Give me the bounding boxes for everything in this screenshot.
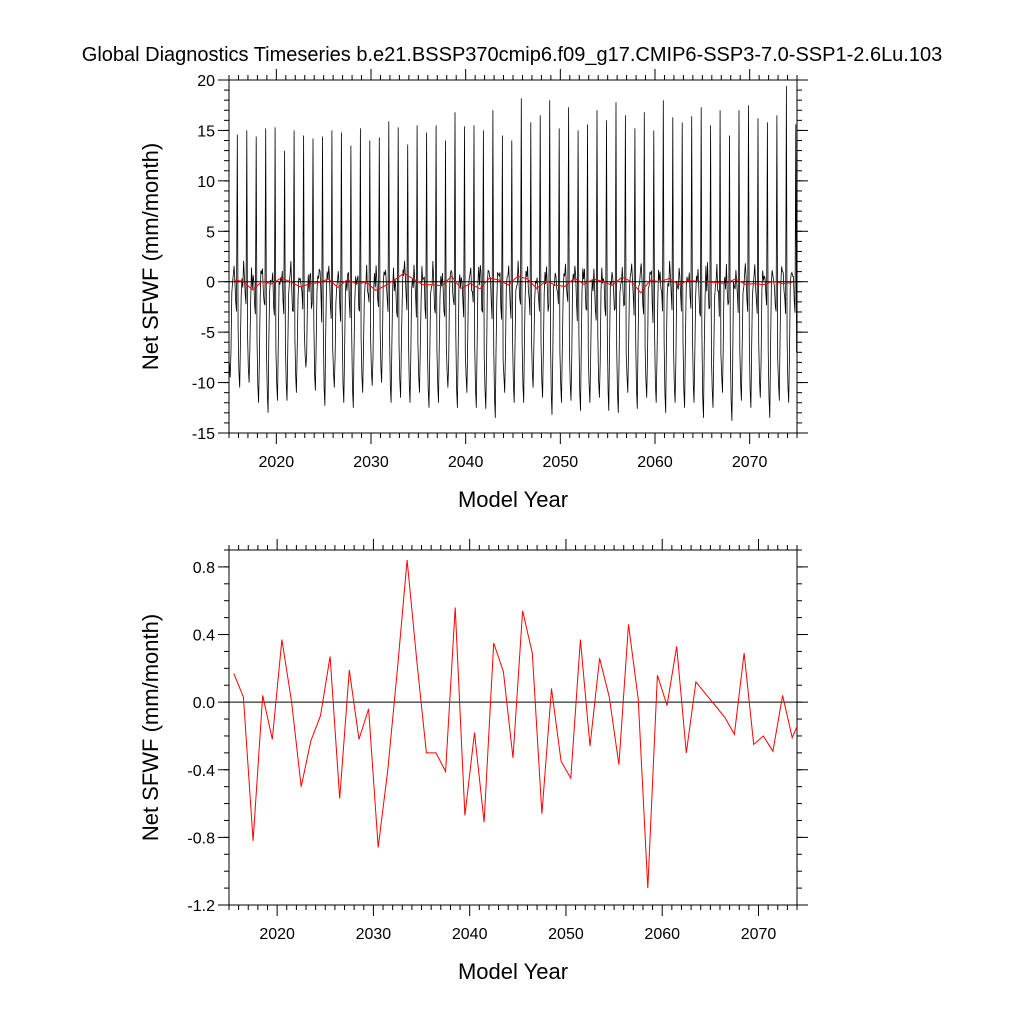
page-title: Global Diagnostics Timeseries b.e21.BSSP… <box>81 44 943 66</box>
x-tick-label: 2040 <box>452 926 488 943</box>
annual-series-line <box>233 272 793 294</box>
y-axis-title: Net SFWF (mm/month) <box>138 614 163 841</box>
annual-series-line <box>233 560 797 889</box>
y-tick-label: 0.8 <box>193 560 215 577</box>
y-tick-label: -0.8 <box>187 830 215 847</box>
x-tick-label: 2030 <box>353 454 389 471</box>
chart-2: -1.2 -0.8 -0.4 0.0 0.4 0.8 2020 2030 2040 2050 206… <box>138 539 808 984</box>
y-tick-label: -10 <box>192 376 215 393</box>
y-tick-label: 0 <box>206 275 215 292</box>
y-tick-label: -15 <box>192 426 215 443</box>
monthly-series-line <box>229 86 797 421</box>
plot-frame <box>228 549 798 906</box>
x-tick-label: 2050 <box>543 454 579 471</box>
x-tick-label: 2070 <box>741 926 777 943</box>
y-tick-label: 5 <box>206 224 215 241</box>
x-tick-label: 2020 <box>259 926 295 943</box>
x-tick-label: 2050 <box>548 926 584 943</box>
x-tick-label: 2020 <box>259 454 295 471</box>
y-tick-label: 0.0 <box>193 695 215 712</box>
y-tick-label: 10 <box>197 174 215 191</box>
y-tick-label: 20 <box>197 73 215 90</box>
x-tick-label: 2060 <box>637 454 673 471</box>
y-tick-label: -1.2 <box>187 898 215 915</box>
y-axis-title: Net SFWF (mm/month) <box>138 143 163 370</box>
x-tick-label: 2030 <box>356 926 392 943</box>
y-tick-label: 0.4 <box>193 628 215 645</box>
y-tick-label: 15 <box>197 123 215 140</box>
plot-area <box>229 560 797 889</box>
x-axis-title: Model Year <box>458 487 568 512</box>
plot-area <box>229 86 797 421</box>
y-tick-label: -5 <box>201 325 215 342</box>
x-tick-label: 2070 <box>732 454 768 471</box>
y-tick-label: -0.4 <box>187 763 215 780</box>
x-tick-label: 2060 <box>644 926 680 943</box>
x-tick-label: 2040 <box>448 454 484 471</box>
x-axis-title: Model Year <box>458 959 568 984</box>
